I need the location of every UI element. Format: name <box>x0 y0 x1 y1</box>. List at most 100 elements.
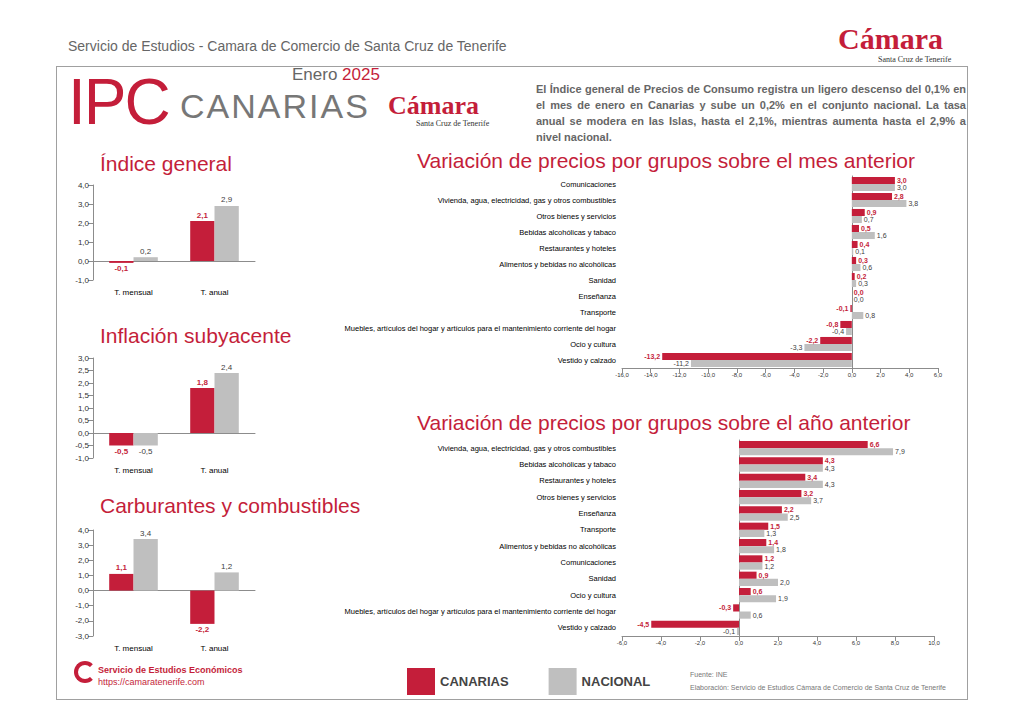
svg-text:T. anual: T. anual <box>200 644 228 653</box>
svg-text:T. mensual: T. mensual <box>114 466 153 475</box>
svg-text:T. anual: T. anual <box>200 466 228 475</box>
svg-text:Vestido y calzado: Vestido y calzado <box>558 623 616 632</box>
svg-text:T. mensual: T. mensual <box>114 644 153 653</box>
svg-text:-4,5: -4,5 <box>637 621 649 629</box>
svg-text:-0,1: -0,1 <box>723 628 735 635</box>
svg-text:2,8: 2,8 <box>894 193 904 201</box>
svg-text:2,9: 2,9 <box>221 195 233 204</box>
svg-text:3,0: 3,0 <box>78 354 90 363</box>
svg-text:0,9: 0,9 <box>759 572 769 580</box>
svg-text:8,0: 8,0 <box>891 640 900 646</box>
svg-text:-0,1: -0,1 <box>836 305 848 313</box>
svg-text:2,1: 2,1 <box>197 211 209 220</box>
svg-text:-2,0: -2,0 <box>695 640 706 646</box>
svg-text:Variación de precios por grupo: Variación de precios por grupos sobre el… <box>417 149 915 172</box>
svg-text:-0,5: -0,5 <box>75 441 89 450</box>
svg-text:4,0: 4,0 <box>905 372 914 378</box>
svg-text:Muebles, artículos del hogar y: Muebles, artículos del hogar y artículos… <box>345 607 617 616</box>
svg-text:3,0: 3,0 <box>897 184 907 191</box>
svg-text:3,8: 3,8 <box>908 200 918 207</box>
svg-text:2,5: 2,5 <box>78 366 90 375</box>
svg-text:2,5: 2,5 <box>790 514 800 521</box>
svg-text:2,0: 2,0 <box>78 219 90 228</box>
svg-text:2,0: 2,0 <box>78 556 90 565</box>
svg-text:-14,0: -14,0 <box>644 372 658 378</box>
svg-text:0,0: 0,0 <box>854 296 864 303</box>
svg-text:-1,0: -1,0 <box>75 276 89 285</box>
svg-text:Bebidas alcohólicas y tabaco: Bebidas alcohólicas y tabaco <box>519 228 616 237</box>
svg-text:2,0: 2,0 <box>774 640 783 646</box>
svg-text:-3,3: -3,3 <box>790 344 802 351</box>
svg-text:Comunicaciones: Comunicaciones <box>561 180 617 189</box>
svg-text:1,0: 1,0 <box>78 571 90 580</box>
svg-text:-2,0: -2,0 <box>75 616 89 625</box>
svg-text:3,7: 3,7 <box>813 497 823 504</box>
svg-text:Alimentos y bebidas no alcohól: Alimentos y bebidas no alcohólicas <box>499 260 616 269</box>
svg-text:1,5: 1,5 <box>78 391 90 400</box>
svg-text:Ocio y cultura: Ocio y cultura <box>570 340 617 349</box>
svg-text:Muebles, artículos del hogar y: Muebles, artículos del hogar y artículos… <box>345 324 617 333</box>
svg-text:7,9: 7,9 <box>895 448 905 455</box>
svg-text:-0,3: -0,3 <box>719 604 731 612</box>
svg-text:Restaurantes y hoteles: Restaurantes y hoteles <box>539 476 616 485</box>
svg-text:10,0: 10,0 <box>928 640 940 646</box>
svg-text:Restaurantes y hoteles: Restaurantes y hoteles <box>539 244 616 253</box>
svg-text:-2,0: -2,0 <box>818 372 829 378</box>
svg-text:-6,0: -6,0 <box>760 372 771 378</box>
svg-text:1,1: 1,1 <box>116 563 128 572</box>
svg-text:Comunicaciones: Comunicaciones <box>561 558 617 567</box>
svg-text:Otros bienes y servicios: Otros bienes y servicios <box>536 493 616 502</box>
svg-text:Enseñanza: Enseñanza <box>578 292 616 301</box>
svg-text:-1,0: -1,0 <box>75 454 89 463</box>
svg-text:Vivienda, agua, electricidad,: Vivienda, agua, electricidad, gas y otro… <box>438 444 617 453</box>
svg-text:3,2: 3,2 <box>803 490 813 498</box>
svg-text:2,0: 2,0 <box>780 579 790 586</box>
svg-text:Índice general: Índice general <box>100 152 232 175</box>
svg-text:0,2: 0,2 <box>140 247 152 256</box>
svg-text:4,0: 4,0 <box>78 526 90 535</box>
svg-text:Variación de precios por grupo: Variación de precios por grupos sobre el… <box>417 411 910 434</box>
svg-text:Vivienda, agua, electricidad,: Vivienda, agua, electricidad, gas y otro… <box>438 196 617 205</box>
svg-text:3,0: 3,0 <box>78 541 90 550</box>
svg-text:-10,0: -10,0 <box>701 372 715 378</box>
svg-text:0,5: 0,5 <box>78 416 90 425</box>
svg-text:-0,4: -0,4 <box>832 328 844 335</box>
svg-text:0,6: 0,6 <box>753 612 763 619</box>
svg-text:-4,0: -4,0 <box>789 372 800 378</box>
svg-text:0,0: 0,0 <box>78 257 90 266</box>
svg-text:Vestido y calzado: Vestido y calzado <box>558 356 616 365</box>
svg-text:1,0: 1,0 <box>78 238 90 247</box>
svg-text:6,0: 6,0 <box>852 640 861 646</box>
svg-text:CANARIAS: CANARIAS <box>440 674 509 689</box>
svg-text:3,4: 3,4 <box>807 474 817 482</box>
svg-text:0,6: 0,6 <box>753 588 763 596</box>
svg-text:Enseñanza: Enseñanza <box>578 509 616 518</box>
svg-text:T. mensual: T. mensual <box>114 288 153 297</box>
svg-text:1,6: 1,6 <box>877 232 887 239</box>
svg-text:1,8: 1,8 <box>776 546 786 553</box>
svg-text:Sanidad: Sanidad <box>588 276 616 285</box>
svg-text:-6,0: -6,0 <box>617 640 628 646</box>
svg-text:Transporte: Transporte <box>580 525 616 534</box>
svg-text:-0,5: -0,5 <box>114 447 128 456</box>
svg-text:1,8: 1,8 <box>197 378 209 387</box>
svg-text:Otros bienes y servicios: Otros bienes y servicios <box>536 212 616 221</box>
svg-text:3,4: 3,4 <box>140 529 152 538</box>
svg-text:Ocio y cultura: Ocio y cultura <box>570 591 617 600</box>
svg-text:-8,0: -8,0 <box>732 372 743 378</box>
svg-text:-0,1: -0,1 <box>114 264 128 273</box>
svg-text:Carburantes y combustibles: Carburantes y combustibles <box>100 494 360 517</box>
svg-text:0,7: 0,7 <box>864 216 874 223</box>
svg-text:0,1: 0,1 <box>855 248 865 255</box>
svg-text:0,0: 0,0 <box>735 640 744 646</box>
svg-text:2,0: 2,0 <box>78 379 90 388</box>
svg-text:Inflación subyacente: Inflación subyacente <box>100 324 291 347</box>
svg-text:6,6: 6,6 <box>870 441 880 449</box>
svg-text:4,0: 4,0 <box>78 181 90 190</box>
svg-text:-4,0: -4,0 <box>656 640 667 646</box>
svg-text:-2,2: -2,2 <box>806 337 818 345</box>
svg-text:0,8: 0,8 <box>865 312 875 319</box>
svg-text:0,3: 0,3 <box>858 280 868 287</box>
svg-text:Transporte: Transporte <box>580 308 616 317</box>
svg-text:Bebidas alcohólicas y tabaco: Bebidas alcohólicas y tabaco <box>519 460 616 469</box>
